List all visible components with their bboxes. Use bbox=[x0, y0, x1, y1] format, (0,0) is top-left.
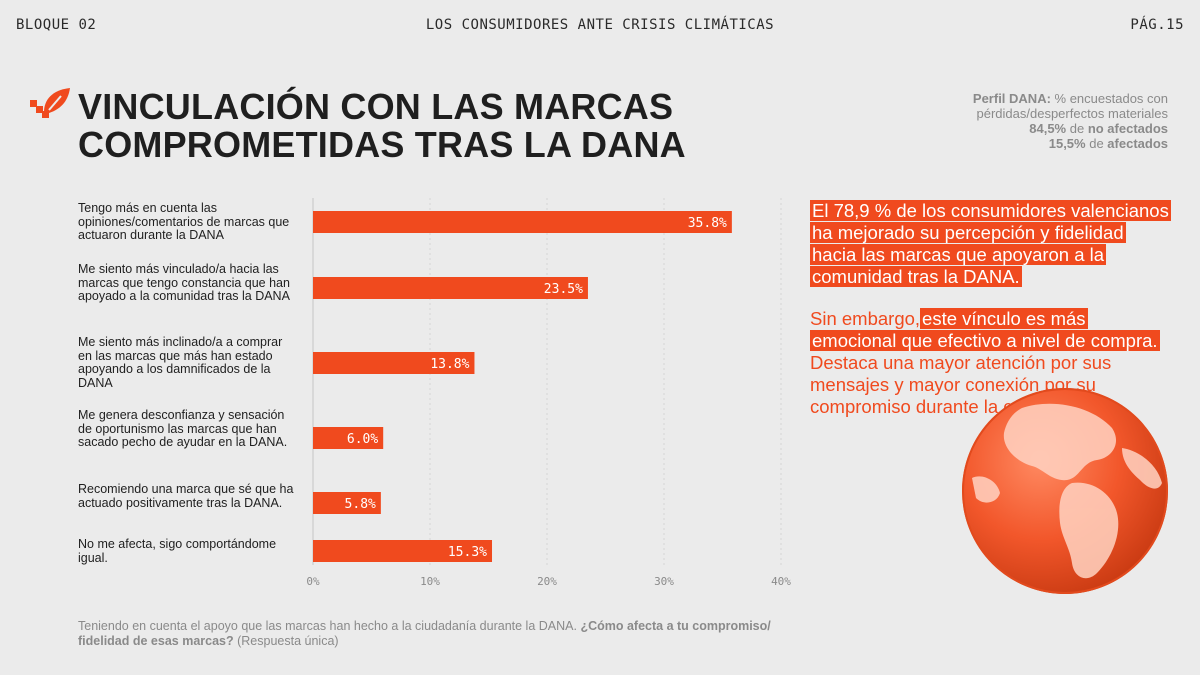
bar bbox=[313, 352, 475, 374]
footnote-note: (Respuesta única) bbox=[233, 634, 339, 648]
affected-label: afectados bbox=[1107, 136, 1168, 151]
pct-unaffected: 84,5% bbox=[1029, 121, 1067, 136]
section-label: BLOQUE 02 bbox=[16, 17, 97, 33]
page-number: PÁG.15 bbox=[1130, 17, 1184, 33]
footnote-question: ¿Cómo afecta a tu compromiso/ fidelidad … bbox=[78, 619, 771, 648]
profile-connector-2: de bbox=[1085, 136, 1108, 151]
bar-value-label: 5.8% bbox=[345, 497, 376, 512]
bar-value-label: 15.3% bbox=[448, 545, 487, 560]
profile-note: Perfil DANA: % encuestados con pérdidas/… bbox=[908, 91, 1168, 151]
x-tick-label: 0% bbox=[306, 575, 320, 588]
insight-lead: Sin embargo, bbox=[810, 308, 921, 329]
bar-value-label: 35.8% bbox=[688, 216, 727, 231]
bar-value-label: 23.5% bbox=[544, 282, 583, 297]
title-line-2: COMPROMETIDAS TRAS LA DANA bbox=[78, 124, 686, 165]
category-label-6: No me afecta, sigo comportándome igual. bbox=[78, 537, 277, 565]
x-tick-label: 10% bbox=[420, 575, 440, 588]
pct-affected: 15,5% bbox=[1048, 136, 1086, 151]
insight-highlight-1: El 78,9 % de los consumidores valenciano… bbox=[810, 200, 1171, 287]
globe-image bbox=[962, 388, 1168, 594]
x-tick-label: 40% bbox=[771, 575, 791, 588]
title-line-1: VINCULACIÓN CON LAS MARCAS bbox=[78, 86, 674, 127]
footnote-text: Teniendo en cuenta el apoyo que las marc… bbox=[78, 619, 581, 633]
profile-text-1: % encuestados con bbox=[1050, 91, 1168, 106]
x-tick-label: 20% bbox=[537, 575, 557, 588]
bar-value-label: 13.8% bbox=[430, 357, 469, 372]
unaffected-label: no afectados bbox=[1087, 121, 1168, 136]
bar bbox=[313, 211, 732, 233]
insight-text: El 78,9 % de los consumidores valenciano… bbox=[810, 200, 1171, 438]
bar bbox=[313, 427, 384, 449]
bar bbox=[313, 277, 588, 299]
bar-value-label: 6.0% bbox=[347, 432, 378, 447]
insight-rest: Destaca una mayor atención por sus mensa… bbox=[810, 352, 1112, 417]
category-label-1: Tengo más en cuenta las opiniones/coment… bbox=[78, 201, 290, 242]
bar bbox=[313, 540, 493, 562]
category-label-5: Recomiendo una marca que sé que ha actua… bbox=[78, 482, 294, 510]
profile-text-2: pérdidas/desperfectos materiales bbox=[976, 106, 1169, 121]
report-title: LOS CONSUMIDORES ANTE CRISIS CLIMÁTICAS bbox=[425, 17, 775, 33]
bar bbox=[313, 492, 381, 514]
profile-connector-1: de bbox=[1066, 121, 1088, 136]
category-label-3: Me siento más inclinado/a a comprar en l… bbox=[78, 335, 283, 390]
category-label-2: Me siento más vinculado/a hacia las marc… bbox=[78, 262, 290, 303]
leaf-logo-icon bbox=[30, 88, 70, 118]
profile-label: Perfil DANA: bbox=[972, 91, 1051, 106]
x-tick-label: 30% bbox=[654, 575, 674, 588]
survey-question: Teniendo en cuenta el apoyo que las marc… bbox=[78, 619, 798, 649]
page-title: VINCULACIÓN CON LAS MARCAS COMPROMETIDAS… bbox=[78, 88, 738, 164]
category-label-4: Me genera desconfianza y sensación de op… bbox=[78, 408, 288, 449]
